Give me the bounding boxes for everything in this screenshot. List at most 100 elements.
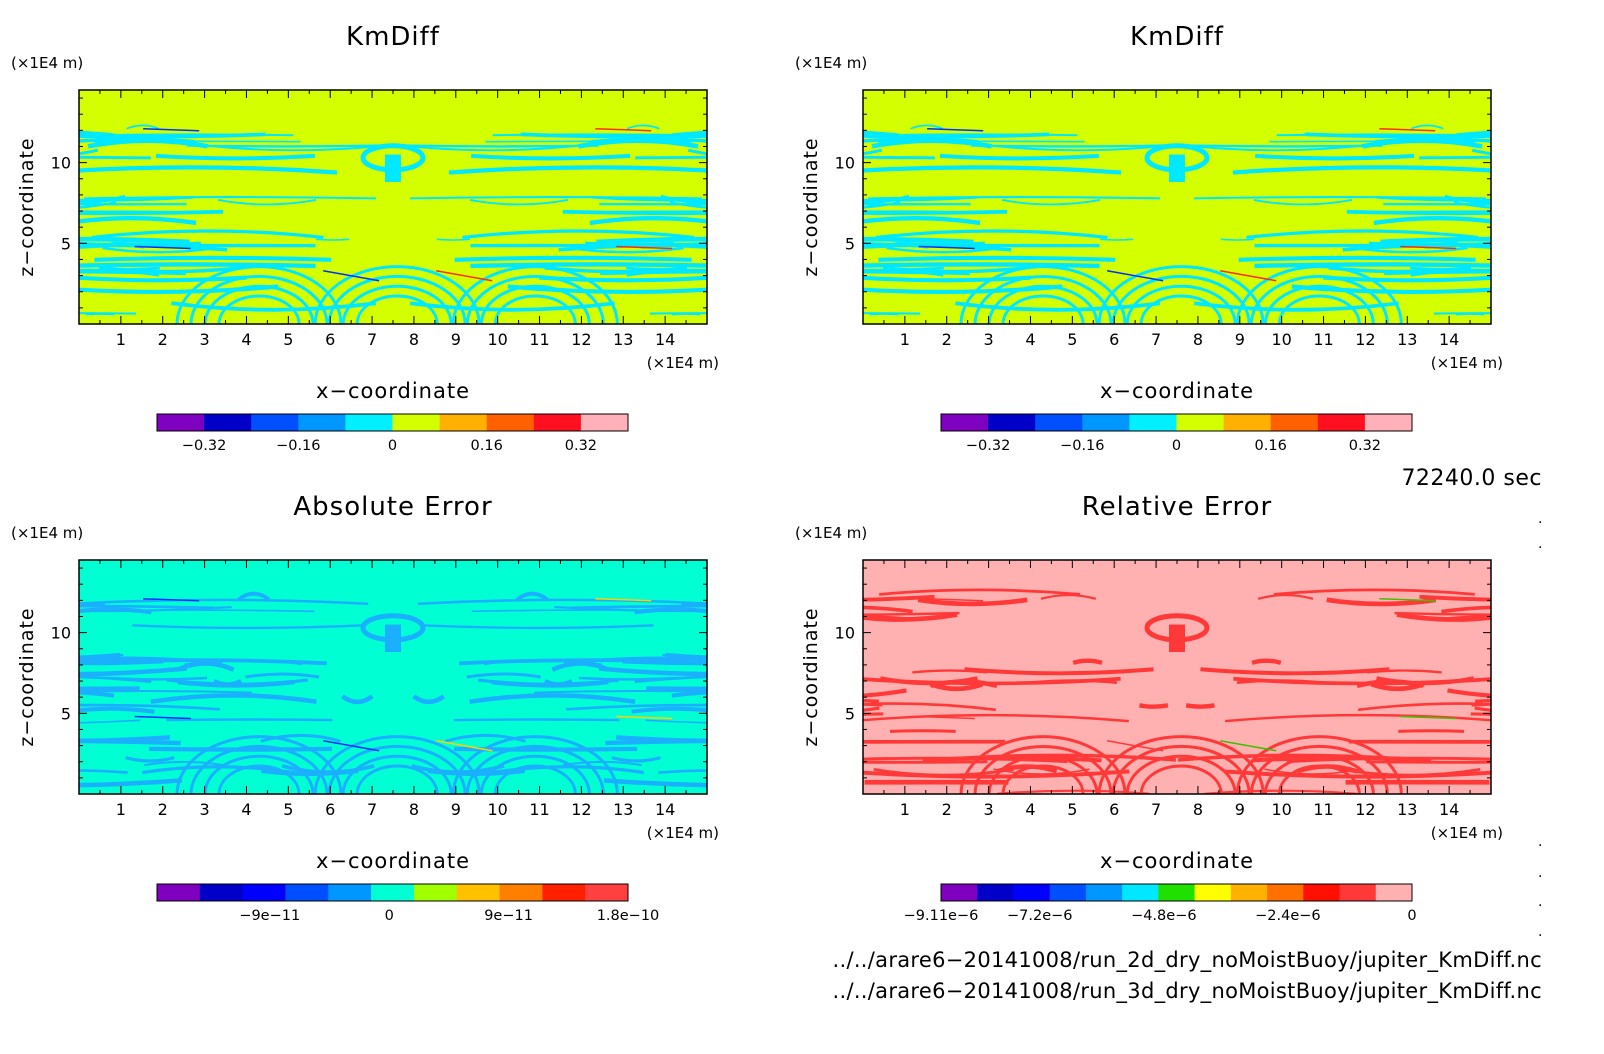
x-tick-label: 12 [1355,800,1375,819]
contour-band [863,209,1008,216]
colorbar-swatch [439,414,488,431]
contour-band [868,196,1160,200]
x-tick-label: 3 [200,800,210,819]
colorbar-tick-label: −9e−11 [239,908,300,924]
x-axis-label: x−coordinate [1100,379,1254,403]
chart-panel-4: Relative Error(×1E4 m)1 2 3 4 5 6 7 8 9 10 11 12 13 1… [794,492,1503,924]
contour-band [863,148,883,156]
contour-band [1185,703,1215,709]
x-tick-label: 8 [409,800,419,819]
central-stem [385,624,401,652]
colorbar-tick-label: 0 [385,908,394,924]
x-tick-label: 9 [451,330,461,349]
x-tick-label: 12 [571,800,591,819]
x-tick-label: 5 [283,800,293,819]
central-stem [385,154,401,182]
contour-band [237,591,271,602]
x-tick-label: 6 [1109,330,1119,349]
colorbar-swatch [371,884,415,901]
contour-band [672,130,707,136]
contour-arc [1139,294,1223,324]
x-tick-label: 2 [158,330,168,349]
contour-band [79,735,170,744]
contour-band [534,690,707,694]
contour-band [889,729,956,733]
x-tick-label: 7 [367,800,377,819]
contour-band [982,143,1176,152]
contour-band [863,241,910,249]
contour-band [1072,658,1103,665]
contour-band [281,764,375,775]
x-tick-label: 13 [1397,800,1417,819]
x-tick-label: 3 [984,800,994,819]
contour-band [863,706,880,712]
chart-title: KmDiff [346,22,440,52]
contour-band [436,238,470,241]
contour-band [939,153,1099,161]
colorbar-tick-label: 0 [388,438,397,454]
contour-band [79,769,128,774]
x-tick-label: 12 [571,330,591,349]
contour-band [794,802,981,805]
contour-band [596,236,707,245]
colorbar-swatch [1085,884,1123,901]
contour-band [79,209,224,216]
contour-band [1354,246,1468,254]
contour-band [1396,612,1491,622]
contour-band [79,604,215,610]
colorbar-frame [156,883,629,902]
y-tick-label: 5 [61,234,71,253]
contour-band [469,199,569,206]
x-tick-label: 4 [1025,330,1035,349]
contour-arc [1125,754,1237,794]
colorbar-tick-label: 0 [1172,438,1181,454]
contour-arc [1235,265,1403,324]
x-tick-label: 9 [451,800,461,819]
colorbar-swatch [1375,884,1413,901]
contour-band [863,614,910,621]
contour-band [1342,242,1491,252]
contour-band [1100,238,1134,241]
contour-band [1178,143,1372,152]
contour-arc [1277,764,1361,794]
contour-arc [987,284,1099,324]
contour-band [79,195,194,202]
y-tick-label: 10 [835,624,855,643]
x-tick-label: 10 [487,800,507,819]
colorbar-tick-label: 1.8e−10 [597,908,660,924]
colorbar-swatch [199,884,244,901]
y-tick-label: 10 [51,154,71,173]
x-tick-label: 4 [241,800,251,819]
contour-band [1358,702,1491,712]
contour-band [635,155,707,160]
contour-band [1200,667,1390,676]
contour-band [863,312,920,315]
accent-streak [1107,740,1164,752]
contour-arc [341,284,453,324]
contour-band [155,153,315,161]
contour-band [879,588,1081,596]
contour-band [79,215,197,226]
chart-title: Relative Error [1082,492,1273,522]
contour-band [1040,593,1097,600]
x-tick-label: 11 [529,800,549,819]
contour-band [863,242,1012,252]
contour-band [863,195,978,202]
contour-band [930,679,998,688]
contour-band [1419,155,1491,160]
accent-streak [595,127,652,132]
colorbar-tick-label: −9.11e−6 [904,908,979,924]
accent-streak [1400,245,1457,250]
x-tick-label: 5 [1067,330,1077,349]
contour-band [863,594,935,602]
colorbar-tick-label: −4.8e−6 [1131,908,1197,924]
accent-streak [927,597,984,602]
contour-band [125,756,175,763]
x-tick-label: 8 [1193,330,1203,349]
contour-band [863,130,898,136]
contour-band [863,612,958,622]
contour-arc [1235,735,1403,794]
x-tick-label: 14 [655,800,675,819]
contour-band [863,269,944,277]
contour-band [878,255,1116,262]
